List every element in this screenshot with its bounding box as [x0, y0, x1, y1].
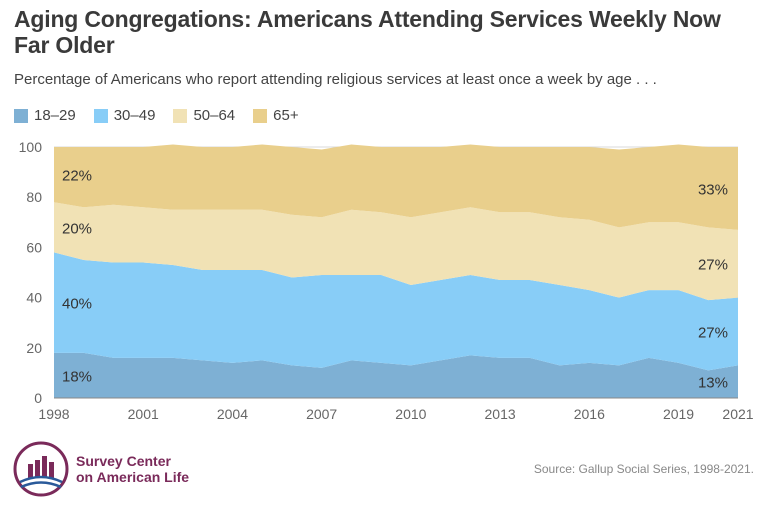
data-label: 18%	[62, 368, 92, 385]
x-tick-label: 2016	[574, 406, 605, 422]
legend-swatch-18-29	[14, 108, 28, 123]
x-tick-label: 1998	[38, 406, 69, 422]
data-label: 27%	[698, 257, 728, 274]
x-tick-label: 2007	[306, 406, 337, 422]
logo-line1: Survey Center	[76, 453, 171, 469]
y-tick-label: 20	[26, 340, 42, 356]
legend-item-18-29: 18–29	[14, 107, 76, 124]
area-series-1	[54, 252, 738, 371]
legend: 18–29 30–49 50–64 65+	[14, 107, 317, 124]
y-tick-label: 40	[26, 290, 42, 306]
x-tick-label: 2004	[217, 406, 248, 422]
source-note: Source: Gallup Social Series, 1998-2021.	[533, 462, 754, 476]
legend-item-30-49: 30–49	[93, 107, 156, 124]
survey-center-logo: Survey Center on American Life	[12, 440, 189, 498]
area-series-0	[54, 352, 738, 398]
x-tick-label: 2001	[128, 406, 159, 422]
y-tick-label: 100	[19, 139, 43, 155]
data-label: 20%	[62, 220, 92, 237]
chart-title: Aging Congregations: Americans Attending…	[14, 6, 721, 58]
x-tick-label: 2010	[395, 406, 426, 422]
x-tick-label: 2019	[663, 406, 694, 422]
legend-swatch-65-plus	[253, 108, 268, 123]
y-tick-label: 60	[26, 239, 42, 255]
data-label: 40%	[62, 296, 92, 313]
data-label: 13%	[698, 375, 728, 392]
legend-item-65-plus: 65+	[253, 107, 299, 124]
area-series-2	[54, 202, 738, 301]
y-tick-label: 80	[26, 189, 42, 205]
legend-item-50-64: 50–64	[173, 107, 235, 124]
data-label: 27%	[698, 324, 728, 341]
chart-subtitle: Percentage of Americans who report atten…	[14, 71, 657, 88]
legend-swatch-50-64	[173, 108, 188, 123]
stacked-area-chart: 0 20 40 60 80 100 1998 2001 2004 2007 2010 2013 2016…	[19, 139, 754, 422]
legend-label-50-64: 50–64	[193, 107, 236, 124]
legend-label-65-plus: 65+	[273, 107, 299, 124]
y-tick-label: 0	[34, 390, 42, 406]
legend-label-18-29: 18–29	[34, 107, 76, 124]
logo-text: Survey Center on American Life	[76, 453, 189, 485]
logo-line2: on American Life	[76, 469, 190, 485]
data-label: 33%	[698, 181, 728, 198]
x-tick-label: 2013	[485, 406, 516, 422]
legend-label-30-49: 30–49	[113, 107, 156, 124]
survey-center-logo-icon	[13, 441, 69, 497]
legend-swatch-30-49	[93, 108, 108, 123]
area-series-3	[54, 144, 738, 230]
data-label: 22%	[62, 168, 92, 185]
x-tick-label: 2021	[722, 406, 753, 422]
